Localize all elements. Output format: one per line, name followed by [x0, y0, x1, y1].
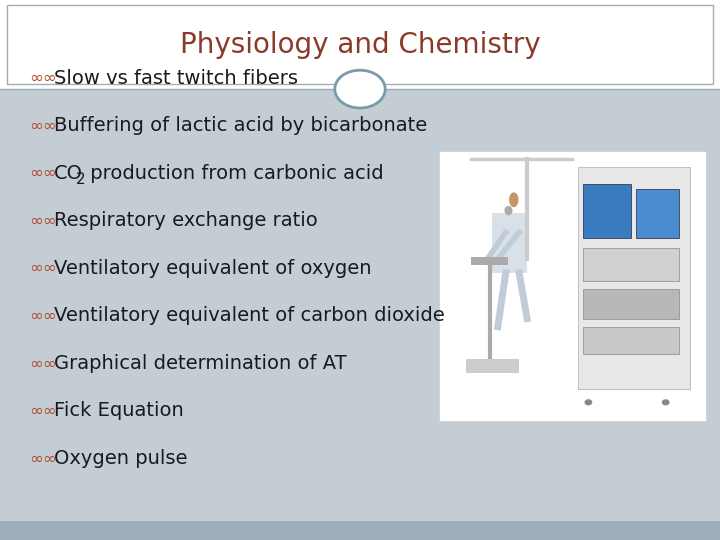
Circle shape — [585, 400, 592, 404]
Text: ∞∞: ∞∞ — [29, 449, 57, 468]
Text: ∞∞: ∞∞ — [29, 402, 57, 420]
Text: ∞∞: ∞∞ — [29, 117, 57, 135]
Ellipse shape — [505, 206, 512, 215]
Text: Ventilatory equivalent of carbon dioxide: Ventilatory equivalent of carbon dioxide — [54, 306, 445, 326]
FancyBboxPatch shape — [471, 256, 508, 265]
FancyBboxPatch shape — [636, 189, 679, 238]
Text: ∞∞: ∞∞ — [29, 259, 57, 278]
Text: 2: 2 — [76, 172, 86, 187]
FancyBboxPatch shape — [577, 167, 690, 389]
Text: Fick Equation: Fick Equation — [54, 401, 184, 421]
Text: ∞∞: ∞∞ — [29, 69, 57, 87]
FancyBboxPatch shape — [492, 213, 527, 273]
Text: ∞∞: ∞∞ — [29, 354, 57, 373]
FancyBboxPatch shape — [583, 248, 679, 281]
Text: Ventilatory equivalent of oxygen: Ventilatory equivalent of oxygen — [54, 259, 372, 278]
Text: Slow vs fast twitch fibers: Slow vs fast twitch fibers — [54, 69, 298, 88]
FancyBboxPatch shape — [0, 0, 720, 89]
FancyBboxPatch shape — [0, 521, 720, 540]
Text: CO: CO — [54, 164, 83, 183]
Text: Graphical determination of AT: Graphical determination of AT — [54, 354, 346, 373]
Ellipse shape — [510, 193, 518, 206]
FancyBboxPatch shape — [583, 327, 679, 354]
FancyBboxPatch shape — [439, 151, 706, 421]
FancyBboxPatch shape — [583, 289, 679, 319]
Circle shape — [335, 70, 385, 108]
Text: Oxygen pulse: Oxygen pulse — [54, 449, 187, 468]
Circle shape — [662, 400, 669, 404]
FancyBboxPatch shape — [0, 89, 720, 521]
Text: production from carbonic acid: production from carbonic acid — [84, 164, 384, 183]
FancyBboxPatch shape — [466, 359, 519, 373]
Text: ∞∞: ∞∞ — [29, 212, 57, 230]
Text: Buffering of lactic acid by bicarbonate: Buffering of lactic acid by bicarbonate — [54, 116, 427, 136]
Text: ∞∞: ∞∞ — [29, 307, 57, 325]
Text: Respiratory exchange ratio: Respiratory exchange ratio — [54, 211, 318, 231]
FancyBboxPatch shape — [583, 184, 631, 238]
Text: Physiology and Chemistry: Physiology and Chemistry — [180, 31, 540, 58]
Text: ∞∞: ∞∞ — [29, 164, 57, 183]
